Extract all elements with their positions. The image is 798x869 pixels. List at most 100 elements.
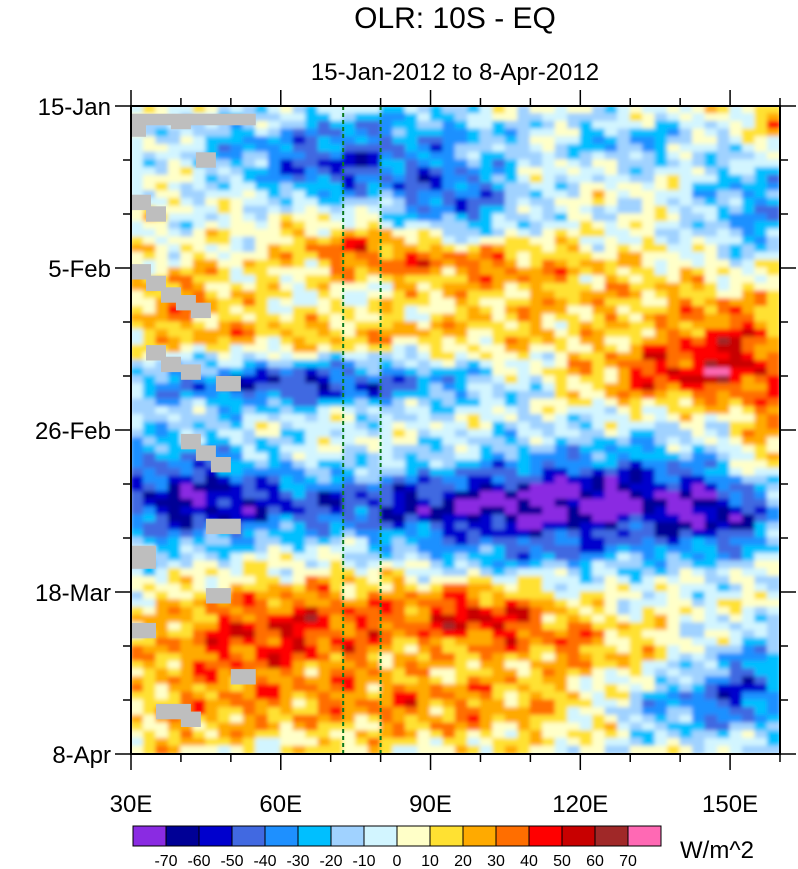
heatmap-cell <box>766 683 780 693</box>
heatmap-cell <box>642 151 656 161</box>
heatmap-cell <box>305 722 319 732</box>
heatmap-cell <box>442 552 457 562</box>
heatmap-cell <box>217 498 232 508</box>
heatmap-cell <box>330 637 344 647</box>
heatmap-cell <box>404 429 419 439</box>
heatmap-cell <box>242 467 257 477</box>
heatmap-cell <box>429 151 444 161</box>
heatmap-cell <box>267 136 282 146</box>
heatmap-cell <box>704 259 719 269</box>
heatmap-cell <box>155 413 170 423</box>
heatmap-cell <box>167 730 182 740</box>
heatmap-cell <box>454 375 469 385</box>
heatmap-cell <box>267 745 282 754</box>
heatmap-cell <box>529 591 544 601</box>
heatmap-cell <box>504 714 519 724</box>
heatmap-cell <box>654 537 669 547</box>
heatmap-cell <box>330 730 344 740</box>
heatmap-cell <box>667 390 681 400</box>
heatmap-cell <box>404 398 419 408</box>
heatmap-cell <box>717 313 731 323</box>
heatmap-cell <box>679 498 694 508</box>
heatmap-cell <box>355 506 369 516</box>
heatmap-cell <box>492 730 507 740</box>
heatmap-cell <box>317 575 332 585</box>
heatmap-cell <box>479 491 494 501</box>
heatmap-cell <box>417 529 432 539</box>
heatmap-cell <box>717 745 731 754</box>
heatmap-cell <box>667 699 681 709</box>
heatmap-cell <box>766 629 780 639</box>
heatmap-cell <box>592 591 606 601</box>
heatmap-cell <box>754 421 769 431</box>
heatmap-cell <box>766 606 780 616</box>
heatmap-cell <box>429 606 444 616</box>
heatmap-cell <box>766 444 780 454</box>
heatmap-cell <box>255 714 269 724</box>
heatmap-cell <box>729 614 744 624</box>
heatmap-cell <box>629 282 644 292</box>
heatmap-cell <box>629 251 644 261</box>
heatmap-cell <box>317 498 332 508</box>
heatmap-cell <box>467 143 482 153</box>
heatmap-cell <box>280 228 294 238</box>
heatmap-cell <box>554 637 569 647</box>
heatmap-cell <box>754 622 769 632</box>
heatmap-cell <box>554 313 569 323</box>
heatmap-cell <box>766 228 780 238</box>
heatmap-cell <box>654 645 669 655</box>
heatmap-cell <box>442 591 457 601</box>
heatmap-cell <box>504 460 519 470</box>
heatmap-cell <box>155 128 170 138</box>
heatmap-cell <box>592 336 606 346</box>
heatmap-cell <box>692 205 706 215</box>
heatmap-cell <box>704 560 719 570</box>
heatmap-cell <box>554 282 569 292</box>
heatmap-cell <box>380 668 394 678</box>
heatmap-cell <box>567 359 581 369</box>
heatmap-cell <box>392 205 407 215</box>
heatmap-cell <box>205 606 219 616</box>
heatmap-cell <box>255 421 269 431</box>
heatmap-cell <box>267 722 282 732</box>
heatmap-cell <box>667 730 681 740</box>
heatmap-cell <box>642 359 656 369</box>
colorbar-box <box>297 825 332 847</box>
heatmap-cell <box>131 236 145 246</box>
heatmap-cell <box>142 514 157 524</box>
heatmap-cell <box>442 568 457 578</box>
heatmap-cell <box>330 691 344 701</box>
heatmap-cell <box>317 259 332 269</box>
heatmap-cell <box>667 329 681 339</box>
heatmap-cell <box>479 683 494 693</box>
heatmap-cell <box>131 699 145 709</box>
heatmap-cell <box>679 221 694 231</box>
heatmap-cell <box>404 336 419 346</box>
heatmap-cell <box>454 406 469 416</box>
heatmap-cell <box>754 475 769 485</box>
heatmap-cell <box>155 622 170 632</box>
heatmap-cell <box>692 298 706 308</box>
heatmap-cell <box>754 653 769 663</box>
heatmap-cell <box>479 483 494 493</box>
heatmap-cell <box>242 143 257 153</box>
heatmap-cell <box>479 691 494 701</box>
heatmap-cell <box>305 745 319 754</box>
heatmap-cell <box>642 467 656 477</box>
heatmap-cell <box>704 182 719 192</box>
heatmap-cell <box>554 452 569 462</box>
heatmap-cell <box>479 352 494 362</box>
heatmap-cell <box>367 599 382 609</box>
heatmap-cell <box>155 483 170 493</box>
heatmap-cell <box>692 537 706 547</box>
heatmap-cell <box>529 460 544 470</box>
heatmap-cell <box>679 745 694 754</box>
heatmap-cell <box>654 221 669 231</box>
heatmap-cell <box>342 707 357 717</box>
heatmap-cell <box>592 143 606 153</box>
heatmap-cell <box>192 707 207 717</box>
heatmap-cell <box>529 637 544 647</box>
heatmap-cell <box>766 359 780 369</box>
heatmap-cell <box>567 575 581 585</box>
heatmap-cell <box>205 506 219 516</box>
